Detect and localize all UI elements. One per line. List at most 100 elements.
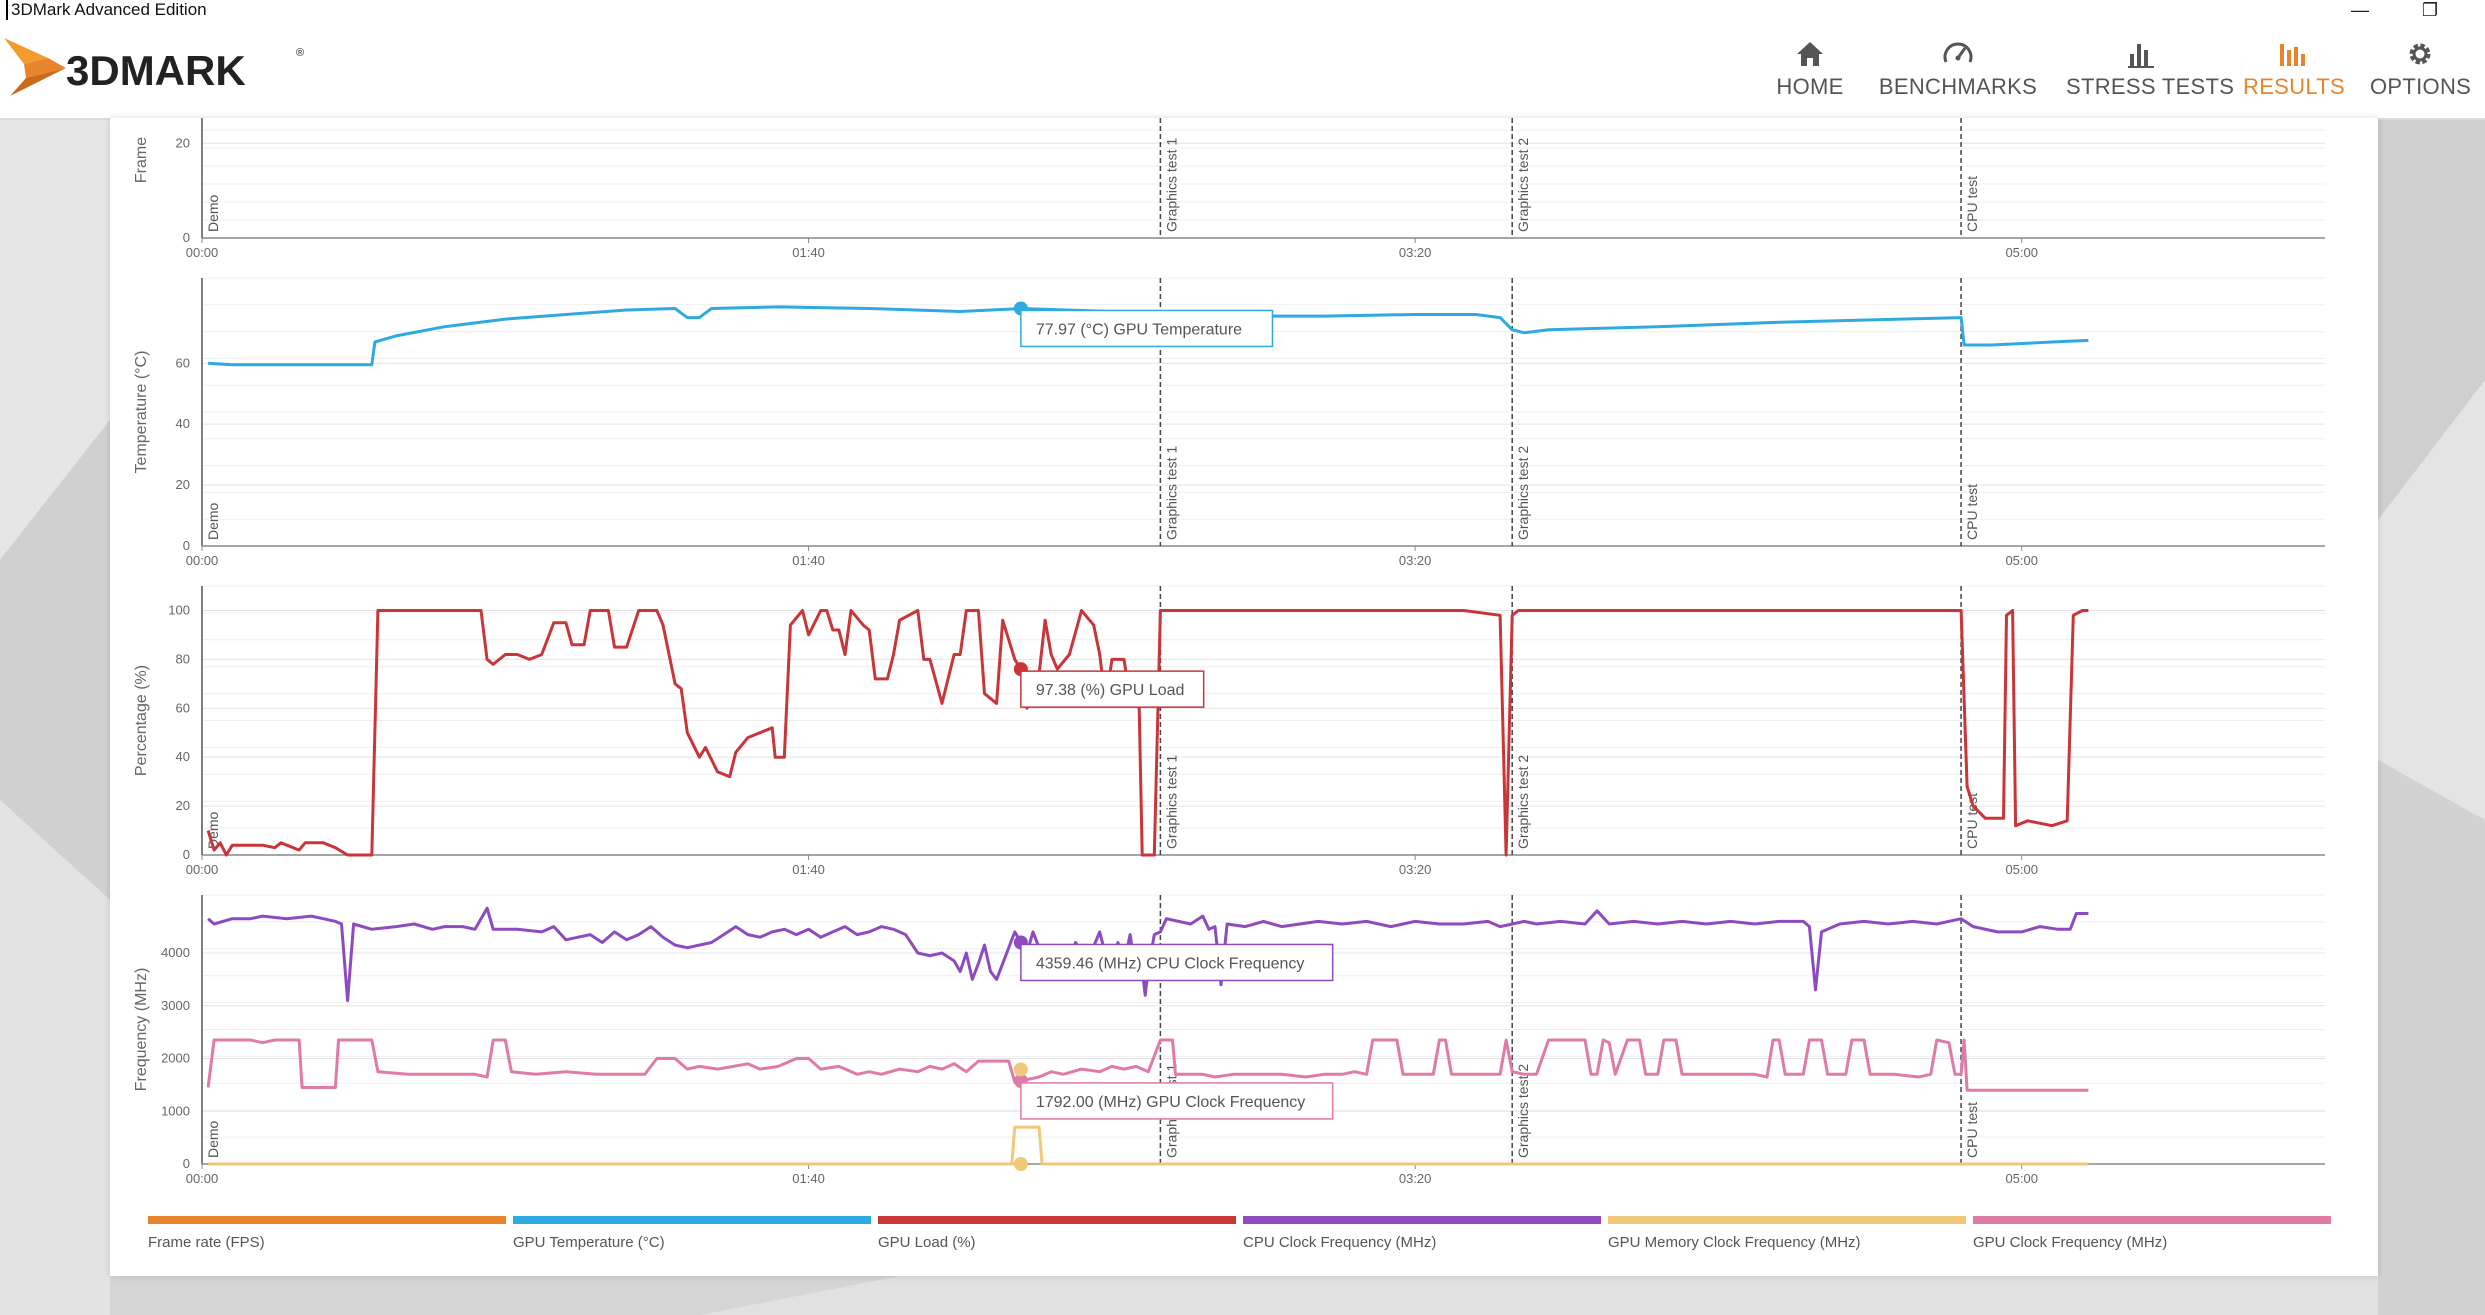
- logo-registered: ®: [296, 47, 304, 59]
- y-tick-label: 4000: [161, 945, 190, 960]
- gear-icon: [2409, 43, 2431, 65]
- x-tick-label: 05:00: [2005, 1171, 2038, 1186]
- legend-item-cpu-clock[interactable]: CPU Clock Frequency (MHz): [1243, 1216, 1601, 1251]
- nav-benchmarks[interactable]: BENCHMARKS: [1878, 36, 2038, 100]
- y-tick-label: 20: [176, 798, 190, 813]
- x-tick-label: 05:00: [2005, 553, 2038, 568]
- test-marker-label: CPU test: [1964, 1102, 1980, 1158]
- legend-swatch-gpu-memory-clock: [1608, 1216, 1966, 1224]
- y-axis-title: Frame: [133, 137, 150, 183]
- nav-benchmarks-label: BENCHMARKS: [1878, 74, 2038, 99]
- legend-label-gpu-load: GPU Load (%): [878, 1234, 976, 1251]
- test-marker-label: CPU test: [1964, 484, 1980, 540]
- legend-label-gpu-temperature: GPU Temperature (°C): [513, 1234, 665, 1251]
- test-marker-label: Demo: [205, 194, 221, 232]
- legend-swatch-gpu-load: [878, 1216, 1236, 1224]
- x-tick-label: 03:20: [1399, 245, 1432, 260]
- legend-label-fps: Frame rate (FPS): [148, 1234, 265, 1251]
- legend-item-gpu-clock[interactable]: GPU Clock Frequency (MHz): [1973, 1216, 2331, 1251]
- series-line-gpu-load: [206, 609, 2089, 857]
- test-marker-label: CPU test: [1964, 176, 1980, 232]
- legend-label-gpu-memory-clock: GPU Memory Clock Frequency (MHz): [1608, 1234, 1861, 1251]
- test-marker-label: Graphics test 2: [1515, 755, 1531, 849]
- y-tick-label: 20: [176, 477, 190, 492]
- legend-item-gpu-temperature[interactable]: GPU Temperature (°C): [513, 1216, 871, 1251]
- legend-swatch-cpu-clock: [1243, 1216, 1601, 1224]
- monitoring-charts: 0 20 00:00 01:40 03:20 05:00 Frame Demo Graphics…: [133, 118, 2325, 1186]
- legend-item-gpu-load[interactable]: GPU Load (%): [878, 1216, 1236, 1251]
- x-tick-label: 00:00: [186, 553, 219, 568]
- x-tick-label: 03:20: [1399, 1171, 1432, 1186]
- y-tick-label: 100: [168, 602, 190, 617]
- x-tick-label: 01:40: [792, 1171, 825, 1186]
- x-tick-label: 01:40: [792, 553, 825, 568]
- legend-item-fps[interactable]: Frame rate (FPS): [148, 1216, 506, 1251]
- y-tick-label: 40: [176, 749, 190, 764]
- y-tick-label: 0: [183, 1156, 190, 1171]
- x-tick-label: 00:00: [186, 245, 219, 260]
- title-bar: 3DMark Advanced Edition — ❐: [0, 0, 2485, 20]
- chart-panel-temperature-c: 0 20 40 60 00:00 01:40 03:20 05:00 Temperature (…: [133, 277, 2325, 568]
- test-marker-label: Graphics test 2: [1515, 1064, 1531, 1158]
- test-marker-label: Graphics test 1: [1163, 138, 1179, 232]
- chart-panel-percentage: 0 20 40 60 80 100 00:00 01:40 03:20 05:00 Percenta…: [133, 585, 2325, 877]
- y-axis-title: Percentage (%): [133, 665, 150, 776]
- nav-home-label: HOME: [1776, 74, 1844, 99]
- test-marker-label: Demo: [205, 502, 221, 540]
- legend-label-gpu-clock: GPU Clock Frequency (MHz): [1973, 1234, 2168, 1251]
- results-panel: 0 20 00:00 01:40 03:20 05:00 Frame Demo Graphics…: [110, 118, 2378, 1276]
- test-marker-label: Graphics test 1: [1163, 446, 1179, 540]
- legend-swatch-fps: [148, 1216, 506, 1224]
- 3dmark-logo[interactable]: 3DMARK ®: [2, 34, 312, 96]
- chart-legend: Frame rate (FPS) GPU Temperature (°C) GP…: [148, 1216, 2338, 1256]
- x-tick-label: 00:00: [186, 862, 219, 877]
- y-tick-label: 20: [176, 135, 190, 150]
- nav-stress-tests-label: STRESS TESTS: [2066, 74, 2235, 99]
- y-tick-label: 60: [176, 355, 190, 370]
- tooltip-text: 77.97 (°C) GPU Temperature: [1036, 321, 1242, 338]
- hover-point: [1013, 1062, 1028, 1077]
- tooltip-text: 97.38 (%) GPU Load: [1036, 682, 1185, 699]
- minimize-button[interactable]: —: [2351, 0, 2369, 20]
- tooltip-text: 4359.46 (MHz) CPU Clock Frequency: [1036, 955, 1305, 972]
- logo-text: 3DMARK: [66, 47, 246, 94]
- y-tick-label: 3000: [161, 998, 190, 1013]
- y-tick-label: 0: [183, 230, 190, 245]
- tooltip-box: [1020, 670, 1205, 708]
- y-tick-label: 0: [183, 538, 190, 553]
- results-icon: [2280, 44, 2305, 66]
- series-line-gpu-memory-clock-frequency-mhz: [208, 1125, 2089, 1166]
- y-tick-label: 2000: [161, 1051, 190, 1066]
- restore-button[interactable]: ❐: [2421, 0, 2439, 20]
- nav-options[interactable]: OPTIONS: [2370, 36, 2472, 100]
- legend-swatch-gpu-clock: [1973, 1216, 2331, 1224]
- y-tick-label: 60: [176, 700, 190, 715]
- legend-item-gpu-memory-clock[interactable]: GPU Memory Clock Frequency (MHz): [1608, 1216, 1966, 1251]
- tooltip-box: [1020, 943, 1334, 982]
- nav-home[interactable]: HOME: [1775, 36, 1845, 100]
- y-axis-title: Frequency (MHz): [133, 968, 150, 1092]
- x-tick-label: 01:40: [792, 862, 825, 877]
- x-tick-label: 03:20: [1399, 553, 1432, 568]
- y-tick-label: 40: [176, 416, 190, 431]
- x-tick-label: 00:00: [186, 1171, 219, 1186]
- x-tick-label: 01:40: [792, 245, 825, 260]
- nav-options-label: OPTIONS: [2370, 74, 2472, 99]
- nav-stress-tests[interactable]: STRESS TESTS: [2066, 36, 2234, 100]
- test-marker-label: Graphics test 1: [1163, 755, 1179, 849]
- nav-results-label: RESULTS: [2243, 74, 2345, 99]
- series-line-gpu-clock-frequency-mhz: [206, 1038, 2089, 1092]
- gauge-icon: [1943, 42, 1973, 63]
- y-tick-label: 80: [176, 651, 190, 666]
- legend-label-cpu-clock: CPU Clock Frequency (MHz): [1243, 1234, 1437, 1251]
- home-icon: [1797, 42, 1823, 66]
- nav-results[interactable]: RESULTS: [2243, 36, 2345, 100]
- hover-point: [1013, 1157, 1028, 1171]
- chart-panel-frequency-mhz: 0 1000 2000 3000 4000 00:00 01:40 03:20 05:00 Fre…: [133, 894, 2325, 1186]
- x-tick-label: 03:20: [1399, 862, 1432, 877]
- x-tick-label: 05:00: [2005, 245, 2038, 260]
- window-title: 3DMark Advanced Edition: [6, 0, 207, 20]
- x-tick-label: 05:00: [2005, 862, 2038, 877]
- y-tick-label: 1000: [161, 1103, 190, 1118]
- tooltip-box: [1020, 309, 1274, 348]
